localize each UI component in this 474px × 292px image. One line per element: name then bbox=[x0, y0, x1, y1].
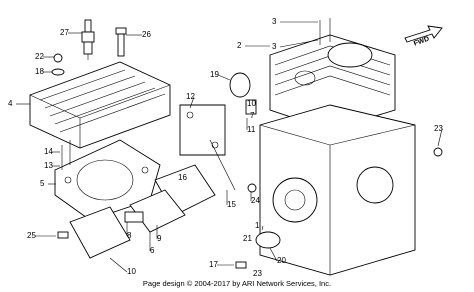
callout-number: 10 bbox=[127, 267, 136, 276]
cylinder-block bbox=[259, 18, 416, 276]
callout-number: 6 bbox=[150, 246, 155, 255]
callout-number: 27 bbox=[60, 28, 69, 37]
callout-number: 14 bbox=[44, 147, 53, 156]
callout-number: 5 bbox=[40, 179, 45, 188]
callout-number: 7 bbox=[250, 111, 255, 120]
callout-number: 3 bbox=[272, 42, 277, 51]
callout-number: 26 bbox=[142, 30, 151, 39]
leader-line bbox=[261, 225, 264, 231]
spark-plug bbox=[81, 19, 95, 60]
leader-line bbox=[109, 257, 128, 273]
callout-number: 9 bbox=[157, 234, 162, 243]
callout-number: 23 bbox=[253, 269, 262, 278]
leader-line bbox=[217, 74, 231, 81]
leader-line bbox=[189, 96, 195, 109]
callout-number: 18 bbox=[35, 67, 44, 76]
bolt-left bbox=[57, 231, 69, 239]
callout-number: 20 bbox=[277, 256, 286, 265]
cover bbox=[179, 104, 226, 156]
callout-number: 8 bbox=[127, 231, 132, 240]
dipstick bbox=[209, 139, 236, 191]
callout-number: 4 bbox=[8, 99, 13, 108]
callout-number: 13 bbox=[44, 161, 53, 170]
bolt-small bbox=[433, 147, 443, 157]
callout-number: 11 bbox=[247, 125, 256, 134]
leader-line bbox=[437, 128, 443, 147]
breather bbox=[69, 164, 216, 259]
callout-number: 22 bbox=[35, 52, 44, 61]
washer bbox=[51, 68, 65, 76]
oil-seal bbox=[229, 72, 251, 98]
plug bbox=[245, 99, 257, 115]
callout-number: 25 bbox=[27, 231, 36, 240]
callout-number: 12 bbox=[186, 92, 195, 101]
leader-line bbox=[279, 39, 319, 48]
callout-number: 15 bbox=[227, 200, 236, 209]
cylinder-head bbox=[29, 61, 171, 149]
callout-number: 3 bbox=[272, 17, 277, 26]
callout-number: 23 bbox=[434, 124, 443, 133]
callout-number: 21 bbox=[243, 234, 252, 243]
callout-number: 17 bbox=[209, 260, 218, 269]
oil-plug bbox=[235, 231, 281, 269]
footer: Page design © 2004-2017 by ARI Network S… bbox=[143, 279, 331, 288]
callout-number: 1 bbox=[255, 221, 260, 230]
plug-small bbox=[247, 183, 257, 193]
callout-number: 10 bbox=[247, 99, 256, 108]
nut bbox=[53, 53, 63, 63]
callout-number: 2 bbox=[237, 41, 242, 50]
bolt bbox=[115, 27, 127, 57]
leader-line bbox=[269, 247, 278, 262]
fwd-arrow bbox=[404, 25, 443, 43]
callout-number: 16 bbox=[178, 173, 187, 182]
callout-number: 19 bbox=[210, 70, 219, 79]
callout-number: 24 bbox=[251, 196, 260, 205]
